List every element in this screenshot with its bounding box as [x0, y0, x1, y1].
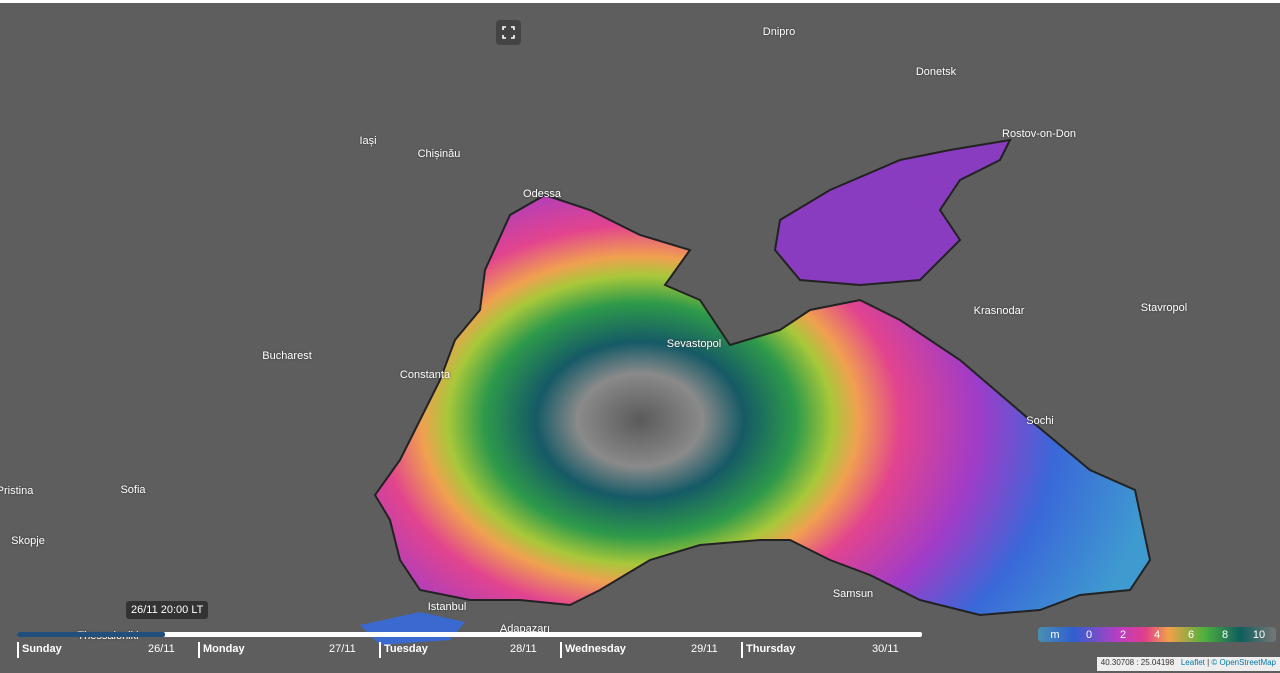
city-label: Istanbul — [427, 601, 467, 613]
legend-tick: 8 — [1221, 628, 1229, 641]
footer: 40.30708 : 25.04198 Leaflet | © OpenStre… — [1096, 657, 1280, 671]
city-label: Dnipro — [762, 26, 796, 38]
city-label: Stavropol — [1140, 302, 1188, 314]
city-label: Donetsk — [915, 66, 957, 78]
fullscreen-icon — [502, 26, 515, 39]
timeline-tooltip: 26/11 20:00 LT — [126, 601, 209, 619]
city-label: Sofia — [120, 484, 146, 496]
attribution-link[interactable]: © OpenStreetMap — [1211, 658, 1276, 667]
city-label: Samsun — [832, 588, 874, 600]
city-label: Skopje — [11, 535, 45, 547]
date-label: 30/11 — [872, 643, 899, 655]
legend-tick: 0 — [1085, 628, 1093, 641]
legend-tick: 10 — [1252, 628, 1266, 641]
fullscreen-button[interactable] — [496, 20, 521, 45]
legend-tick: 6 — [1187, 628, 1195, 641]
coordinates: 40.30708 : 25.04198 — [1100, 658, 1175, 667]
legend-unit: m — [1050, 628, 1060, 641]
attribution-link[interactable]: Leaflet — [1180, 658, 1205, 667]
timeline-progress — [17, 632, 165, 637]
city-label: Krasnodar — [973, 305, 1025, 317]
sea-of-azov — [773, 138, 1012, 287]
city-label: Odessa — [523, 188, 561, 200]
date-label: 26/11 — [148, 643, 175, 655]
legend-tick: 2 — [1119, 628, 1127, 641]
city-label: Constanta — [399, 369, 451, 381]
black-sea — [373, 193, 1152, 617]
date-label: 27/11 — [329, 643, 356, 655]
legend: m 0 2 4 6 8 10 — [1038, 627, 1276, 642]
city-label: Chișinău — [417, 148, 461, 160]
top-border — [0, 0, 1280, 3]
date-label: 29/11 — [691, 643, 718, 655]
city-label: Sochi — [1026, 415, 1054, 427]
day-label[interactable]: Thursday — [741, 642, 796, 658]
city-label: Bucharest — [262, 350, 312, 362]
day-label[interactable]: Tuesday — [379, 642, 428, 658]
city-label: Rostov-on-Don — [1002, 128, 1076, 140]
day-label[interactable]: Wednesday — [560, 642, 626, 658]
legend-tick: 4 — [1153, 628, 1161, 641]
timeline-track[interactable] — [17, 632, 922, 637]
city-label: Sevastopol — [666, 338, 722, 350]
day-label[interactable]: Monday — [198, 642, 245, 658]
city-label: Pristina — [0, 485, 34, 497]
date-label: 28/11 — [510, 643, 537, 655]
city-label: Iași — [359, 135, 377, 147]
day-label[interactable]: Sunday — [17, 642, 62, 658]
